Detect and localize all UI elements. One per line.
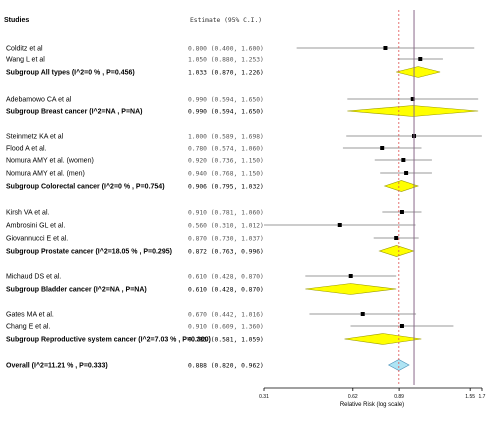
- point-estimate-marker: [360, 312, 365, 316]
- row-label: Gates MA et al.: [6, 312, 54, 319]
- row-label: Subgroup All types (I^2=0 % , P=0.456): [6, 69, 135, 77]
- row-label: Kirsh VA et al.: [6, 210, 50, 217]
- row-estimate-text: 0.870 (0.730, 1.037): [188, 236, 264, 243]
- study-row: Steinmetz KA et al 1.000 (0.589, 1.698): [6, 134, 482, 141]
- row-estimate-text: 1.033 (0.870, 1.226): [188, 70, 264, 77]
- row-label: Overall (I^2=11.21 % , P=0.333): [6, 362, 108, 370]
- subgroup-row: Subgroup All types (I^2=0 % , P=0.456) 1.…: [6, 66, 441, 78]
- subgroup-row: Subgroup Prostate cancer (I^2=18.05 % , …: [6, 245, 415, 257]
- study-row: Ambrosini GL et al. 0.560 (0.310, 1.012): [6, 223, 416, 230]
- subgroup-row: Subgroup Colorectal cancer (I^2=0 % , P=…: [6, 180, 420, 192]
- row-estimate-text: 0.670 (0.442, 1.016): [188, 312, 264, 319]
- subgroup-row: Subgroup Bladder cancer (I^2=NA , P=NA) 0…: [6, 283, 397, 295]
- row-estimate-text: 0.800 (0.400, 1.600): [188, 46, 264, 53]
- point-estimate-marker: [348, 274, 353, 278]
- subgroup-diamond: [305, 283, 397, 295]
- row-estimate-text: 0.910 (0.781, 1.060): [188, 210, 264, 217]
- rows-group: Colditz et al 0.800 (0.400, 1.600) Wang L …: [6, 46, 482, 371]
- subgroup-diamond: [344, 333, 422, 345]
- point-estimate-marker: [404, 171, 409, 175]
- row-label: Steinmetz KA et al: [6, 134, 64, 141]
- row-estimate-text: 0.872 (0.763, 0.996): [188, 249, 264, 256]
- row-label: Subgroup Colorectal cancer (I^2=0 % , P=…: [6, 183, 165, 191]
- point-estimate-marker: [394, 236, 399, 240]
- x-axis: 0.31 0.62 0.89 1.55 1.7: [259, 10, 486, 400]
- point-estimate-marker: [410, 97, 415, 101]
- row-label: Giovannucci E et al.: [6, 236, 68, 243]
- study-row: Colditz et al 0.800 (0.400, 1.600): [6, 46, 475, 53]
- study-row: Flood A et al. 0.780 (0.574, 1.060): [6, 146, 422, 153]
- subgroup-diamond: [383, 180, 420, 192]
- row-estimate-text: 0.780 (0.574, 1.060): [188, 146, 264, 153]
- study-row: Chang E et al. 0.910 (0.609, 1.360): [6, 324, 454, 331]
- row-estimate-text: 0.906 (0.795, 1.032): [188, 184, 264, 191]
- point-estimate-marker: [418, 57, 423, 61]
- subgroup-row: Subgroup Reproductive system cancer (I^2…: [6, 333, 422, 345]
- point-estimate-marker: [399, 210, 404, 214]
- row-label: Adebamowo CA et al: [6, 97, 72, 104]
- row-estimate-text: 1.050 (0.880, 1.253): [188, 57, 264, 64]
- x-tick-label: 0.62: [348, 394, 358, 400]
- study-row: Giovannucci E et al. 0.870 (0.730, 1.037): [6, 236, 419, 243]
- row-label: Flood A et al.: [6, 146, 47, 153]
- point-estimate-marker: [383, 46, 388, 50]
- study-row: Adebamowo CA et al 0.990 (0.594, 1.650): [6, 97, 479, 104]
- row-label: Wang L et al: [6, 57, 45, 64]
- row-label: Subgroup Breast cancer (I^2=NA , P=NA): [6, 108, 142, 116]
- subgroup-row: Subgroup Breast cancer (I^2=NA , P=NA) 0.…: [6, 105, 479, 117]
- row-label: Subgroup Bladder cancer (I^2=NA , P=NA): [6, 286, 147, 294]
- x-tick-label: 1.55: [465, 394, 475, 400]
- row-label: Nomura AMY et al. (men): [6, 171, 85, 178]
- study-row: Michaud DS et al. 0.610 (0.428, 0.870): [6, 274, 397, 281]
- row-label: Ambrosini GL et al.: [6, 223, 65, 230]
- row-estimate-text: 0.990 (0.594, 1.650): [188, 97, 264, 104]
- row-estimate-text: 0.560 (0.310, 1.012): [188, 223, 264, 230]
- subgroup-diamond: [396, 66, 441, 78]
- row-label: Subgroup Reproductive system cancer (I^2…: [6, 336, 211, 344]
- x-tick-label: 1.7: [479, 394, 486, 400]
- header-estimate: Estimate (95% C.I.): [190, 17, 262, 24]
- study-row: Nomura AMY et al. (women) 0.920 (0.736, 1…: [6, 158, 432, 165]
- row-estimate-text: 1.000 (0.589, 1.698): [188, 134, 264, 141]
- row-label: Michaud DS et al.: [6, 274, 61, 281]
- point-estimate-marker: [380, 146, 385, 150]
- header-studies: Studies: [4, 17, 29, 24]
- row-estimate-text: 0.610 (0.428, 0.870): [188, 287, 264, 294]
- row-estimate-text: 0.940 (0.768, 1.150): [188, 171, 264, 178]
- row-estimate-text: 0.785 (0.581, 1.059): [188, 337, 264, 344]
- study-row: Wang L et al 1.050 (0.880, 1.253): [6, 57, 443, 64]
- point-estimate-marker: [401, 158, 406, 162]
- row-estimate-text: 0.910 (0.609, 1.360): [188, 324, 264, 331]
- row-estimate-text: 0.920 (0.736, 1.150): [188, 158, 264, 165]
- x-axis-label: Relative Risk (log scale): [340, 402, 404, 408]
- point-estimate-marker: [337, 223, 342, 227]
- study-row: Gates MA et al. 0.670 (0.442, 1.016): [6, 312, 417, 319]
- overall-diamond: [387, 359, 410, 371]
- row-estimate-text: 0.610 (0.428, 0.870): [188, 274, 264, 281]
- x-tick-label: 0.89: [394, 394, 404, 400]
- row-estimate-text: 0.888 (0.820, 0.962): [188, 363, 264, 370]
- subgroup-diamond: [378, 245, 415, 257]
- x-tick-label: 0.31: [259, 394, 269, 400]
- row-estimate-text: 0.990 (0.594, 1.650): [188, 109, 264, 116]
- row-label: Subgroup Prostate cancer (I^2=18.05 % , …: [6, 248, 172, 256]
- subgroup-diamond: [347, 105, 479, 117]
- study-row: Nomura AMY et al. (men) 0.940 (0.768, 1.1…: [6, 171, 432, 178]
- point-estimate-marker: [399, 324, 404, 328]
- row-label: Chang E et al.: [6, 324, 50, 331]
- overall-row: Overall (I^2=11.21 % , P=0.333) 0.888 (0.…: [6, 359, 410, 371]
- row-label: Nomura AMY et al. (women): [6, 158, 94, 165]
- row-label: Colditz et al: [6, 46, 43, 53]
- study-row: Kirsh VA et al. 0.910 (0.781, 1.060): [6, 210, 422, 217]
